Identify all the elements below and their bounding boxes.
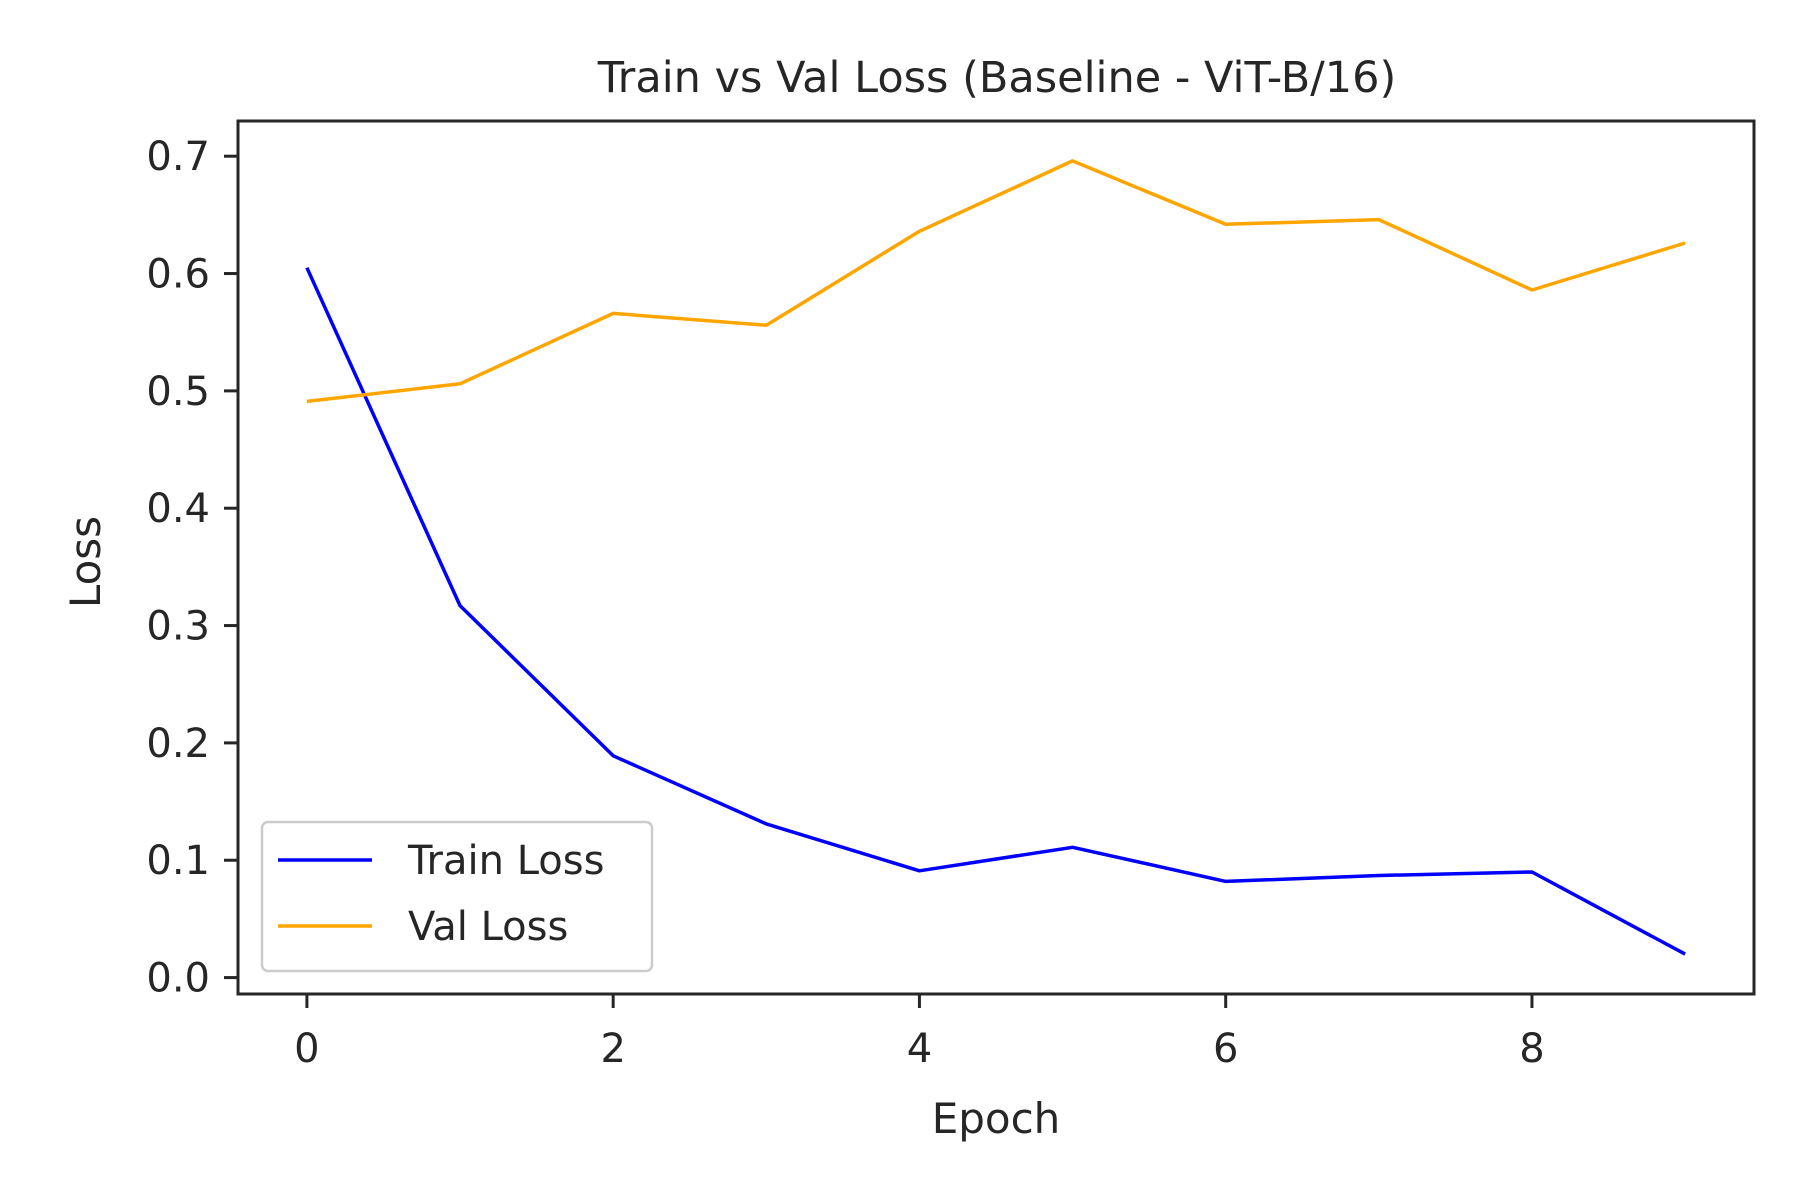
y-tick-label: 0.5 <box>146 369 210 415</box>
series-lines <box>305 159 1686 956</box>
series-line-val-loss <box>306 159 1686 404</box>
legend-label-val-loss: Val Loss <box>408 904 568 950</box>
y-tick-label: 0.0 <box>146 956 210 1002</box>
x-tick-label: 2 <box>600 1026 625 1072</box>
y-tick-label: 0.2 <box>146 721 210 767</box>
y-tick-label: 0.4 <box>146 486 210 532</box>
series-line-train-loss <box>305 266 1686 956</box>
y-axis-label: Loss <box>61 516 110 608</box>
x-axis-ticks: 0 2 4 6 8 <box>294 994 1545 1072</box>
x-tick-label: 8 <box>1519 1026 1544 1072</box>
legend-label-train-loss: Train Loss <box>407 838 604 884</box>
legend: Train Loss Val Loss <box>260 820 654 973</box>
y-axis-ticks: 0.0 0.1 0.2 0.3 0.4 0.5 0.6 0.7 <box>146 134 238 1002</box>
y-tick-label: 0.7 <box>146 134 210 180</box>
y-tick-label: 0.6 <box>146 252 210 298</box>
y-tick-label: 0.3 <box>146 604 210 650</box>
plot-frame <box>236 119 1756 996</box>
y-tick-label: 0.1 <box>146 838 210 884</box>
chart-title: Train vs Val Loss (Baseline - ViT-B/16) <box>597 53 1397 103</box>
x-tick-label: 0 <box>294 1026 319 1072</box>
x-tick-label: 4 <box>907 1026 932 1072</box>
x-axis-label: Epoch <box>932 1094 1061 1143</box>
x-tick-label: 6 <box>1213 1026 1238 1072</box>
